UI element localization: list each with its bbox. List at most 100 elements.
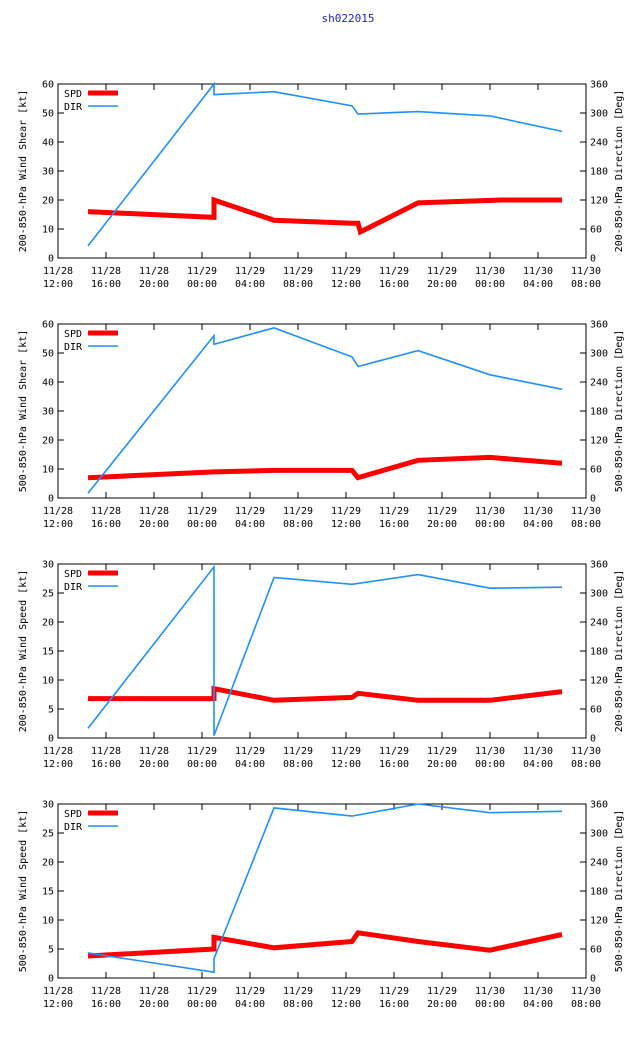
chart1-x-tick-label-time: 20:00 bbox=[427, 279, 457, 290]
chart4-y2-tick-label: 360 bbox=[590, 800, 608, 811]
chart1-y-tick-label: 60 bbox=[42, 80, 54, 91]
chart4-x-tick-label-time: 04:00 bbox=[523, 999, 553, 1010]
chart1-x-tick-label-time: 12:00 bbox=[43, 279, 73, 290]
chart3-y-tick-label: 0 bbox=[48, 734, 54, 745]
chart3-x-tick-label-time: 20:00 bbox=[139, 759, 169, 770]
chart3-x-tick-label-date: 11/28 bbox=[91, 746, 121, 757]
chart1-y-tick-label: 40 bbox=[42, 138, 54, 149]
chart2-x-tick-label-date: 11/29 bbox=[235, 506, 265, 517]
chart4-x-tick-label-time: 20:00 bbox=[139, 999, 169, 1010]
chart3-x-tick-label-date: 11/29 bbox=[187, 746, 217, 757]
chart3-x-tick-label-time: 16:00 bbox=[91, 759, 121, 770]
chart3-x-tick-label-date: 11/29 bbox=[331, 746, 361, 757]
chart1-x-tick-label-time: 00:00 bbox=[187, 279, 217, 290]
chart3-y2-tick-label: 300 bbox=[590, 589, 608, 600]
chart2-x-tick-label-time: 08:00 bbox=[571, 519, 601, 530]
chart2-y-tick-label: 0 bbox=[48, 494, 54, 505]
chart1-y2-tick-label: 360 bbox=[590, 80, 608, 91]
chart3-series-dir bbox=[87, 564, 563, 736]
chart3-x-tick-label-date: 11/29 bbox=[283, 746, 313, 757]
chart4-x-tick-label-date: 11/30 bbox=[523, 986, 553, 997]
chart3-y-axis-label: 200-850-hPa Wind Speed [kt] bbox=[18, 570, 29, 733]
chart3-y-tick-label: 5 bbox=[48, 705, 54, 716]
chart1-x-tick-label-time: 20:00 bbox=[139, 279, 169, 290]
chart3-y2-tick-label: 360 bbox=[590, 560, 608, 571]
chart2-y-tick-label: 10 bbox=[42, 465, 54, 476]
chart2-y-tick-label: 60 bbox=[42, 320, 54, 331]
chart1-y2-tick-label: 60 bbox=[590, 225, 602, 236]
chart2-y-tick-label: 40 bbox=[42, 378, 54, 389]
chart1-x-tick-label-date: 11/29 bbox=[331, 266, 361, 277]
chart3-plot-frame bbox=[57, 563, 587, 739]
chart3-x-tick-label-date: 11/30 bbox=[523, 746, 553, 757]
chart4-x-tick-label-date: 11/29 bbox=[187, 986, 217, 997]
chart1-y2-axis-label: 200-850-hPa Direction [Deg] bbox=[614, 90, 625, 253]
chart4-y-tick-label: 30 bbox=[42, 800, 54, 811]
chart4-y-tick-label: 10 bbox=[42, 916, 54, 927]
chart3-y2-tick-label: 0 bbox=[590, 734, 596, 745]
chart2-x-tick-label-time: 04:00 bbox=[523, 519, 553, 530]
chart4-x-tick-label-time: 16:00 bbox=[91, 999, 121, 1010]
chart2-x-tick-label-time: 12:00 bbox=[331, 519, 361, 530]
chart4-x-tick-label-date: 11/28 bbox=[139, 986, 169, 997]
chart4-x-tick-label-time: 08:00 bbox=[283, 999, 313, 1010]
chart3-x-tick-label-time: 16:00 bbox=[379, 759, 409, 770]
chart2-x-tick-label-time: 04:00 bbox=[235, 519, 265, 530]
chart1-x-tick-label-time: 08:00 bbox=[571, 279, 601, 290]
chart2-series-dir bbox=[87, 327, 563, 494]
chart4-legend-label-dir: DIR bbox=[64, 822, 83, 833]
chart4-x-tick-label-time: 08:00 bbox=[571, 999, 601, 1010]
chart2-x-tick-label-date: 11/29 bbox=[283, 506, 313, 517]
chart4-y-tick-label: 20 bbox=[42, 858, 54, 869]
chart1-x-tick-label-date: 11/29 bbox=[283, 266, 313, 277]
chart1-x-tick-label-time: 08:00 bbox=[283, 279, 313, 290]
chart3-x-tick-label-date: 11/28 bbox=[43, 746, 73, 757]
chart3-y2-tick-label: 120 bbox=[590, 676, 608, 687]
chart4-y-tick-label: 15 bbox=[42, 887, 54, 898]
chart2-x-tick-label-date: 11/28 bbox=[91, 506, 121, 517]
chart3-y-tick-label: 20 bbox=[42, 618, 54, 629]
chart3-legend-label-spd: SPD bbox=[64, 569, 82, 580]
chart1-x-tick-label-date: 11/28 bbox=[139, 266, 169, 277]
chart3-x-tick-label-time: 04:00 bbox=[235, 759, 265, 770]
chart1-y2-tick-label: 0 bbox=[590, 254, 596, 265]
chart3-x-tick-label-date: 11/30 bbox=[571, 746, 601, 757]
chart2-legend-label-dir: DIR bbox=[64, 342, 83, 353]
chart1-x-tick-label-time: 00:00 bbox=[475, 279, 505, 290]
chart1-y-tick-label: 10 bbox=[42, 225, 54, 236]
chart1-x-tick-label-time: 04:00 bbox=[523, 279, 553, 290]
chart1-series-dir bbox=[87, 81, 563, 247]
chart2-x-tick-label-time: 00:00 bbox=[475, 519, 505, 530]
chart4-x-tick-label-date: 11/28 bbox=[91, 986, 121, 997]
chart4-y2-axis-label: 500-850-hPa Direction [Deg] bbox=[614, 810, 625, 973]
chart3-x-tick-label-time: 00:00 bbox=[475, 759, 505, 770]
chart4-y-axis-label: 500-850-hPa Wind Speed [kt] bbox=[18, 810, 29, 973]
chart1-x-tick-label-time: 16:00 bbox=[379, 279, 409, 290]
page-title: sh022015 bbox=[321, 12, 375, 25]
chart1-x-tick-label-date: 11/29 bbox=[379, 266, 409, 277]
chart1-y2-tick-label: 300 bbox=[590, 109, 608, 120]
chart3-x-tick-label-date: 11/30 bbox=[475, 746, 505, 757]
chart2-x-tick-label-date: 11/30 bbox=[571, 506, 601, 517]
chart2-x-tick-label-time: 20:00 bbox=[427, 519, 457, 530]
chart3-x-tick-label-time: 08:00 bbox=[283, 759, 313, 770]
chart4-x-tick-label-date: 11/29 bbox=[427, 986, 457, 997]
chart1-x-tick-label-time: 16:00 bbox=[91, 279, 121, 290]
chart4-y2-tick-label: 120 bbox=[590, 916, 608, 927]
chart1-x-tick-label-date: 11/28 bbox=[91, 266, 121, 277]
chart4-x-tick-label-time: 00:00 bbox=[475, 999, 505, 1010]
chart4-x-tick-label-date: 11/29 bbox=[379, 986, 409, 997]
chart4-x-tick-label-date: 11/29 bbox=[283, 986, 313, 997]
chart2-x-tick-label-time: 00:00 bbox=[187, 519, 217, 530]
chart3-y-tick-label: 15 bbox=[42, 647, 54, 658]
chart2-x-tick-label-time: 12:00 bbox=[43, 519, 73, 530]
chart4-y2-tick-label: 180 bbox=[590, 887, 608, 898]
chart4-legend-label-spd: SPD bbox=[64, 809, 82, 820]
chart4-y2-tick-label: 300 bbox=[590, 829, 608, 840]
chart1-y2-tick-label: 240 bbox=[590, 138, 608, 149]
chart2-x-tick-label-date: 11/28 bbox=[43, 506, 73, 517]
chart2-y2-tick-label: 240 bbox=[590, 378, 608, 389]
chart4-x-tick-label-time: 20:00 bbox=[427, 999, 457, 1010]
chart1-series-spd bbox=[87, 196, 562, 236]
chart2-y-tick-label: 20 bbox=[42, 436, 54, 447]
